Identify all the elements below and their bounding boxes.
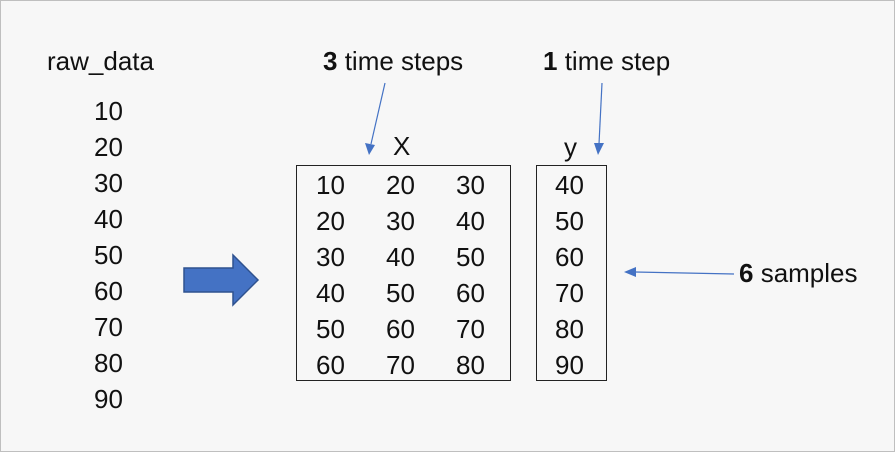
x-matrix-row: 50 60 70 bbox=[297, 311, 510, 347]
y-vector-cell: 60 bbox=[555, 242, 584, 272]
y-vector-row: 60 bbox=[537, 239, 606, 275]
samples-count: 6 bbox=[739, 258, 754, 288]
x-matrix-cell: 60 bbox=[316, 350, 345, 380]
x-matrix-cell: 40 bbox=[456, 206, 485, 236]
x-matrix-cell: 30 bbox=[456, 170, 485, 200]
samples-pointer-arrowhead-icon bbox=[624, 267, 636, 277]
samples-pointer-line bbox=[634, 271, 735, 275]
block-right-arrow-icon bbox=[183, 253, 260, 307]
x-matrix-cell: 30 bbox=[386, 206, 415, 236]
x-matrix-cell: 20 bbox=[316, 206, 345, 236]
y-pointer-line bbox=[598, 82, 603, 145]
y-vector: 40 50 60 70 80 90 bbox=[536, 165, 607, 381]
y-vector-row: 70 bbox=[537, 275, 606, 311]
x-matrix-cell: 20 bbox=[386, 170, 415, 200]
x-matrix-cell: 60 bbox=[456, 278, 485, 308]
y-vector-cell: 70 bbox=[555, 278, 584, 308]
samples-label: 6 samples bbox=[739, 255, 858, 291]
output-time-step-label: 1 time step bbox=[543, 43, 670, 79]
x-matrix-cell: 10 bbox=[316, 170, 345, 200]
x-matrix-row: 10 20 30 bbox=[297, 167, 510, 203]
y-vector-title: y bbox=[564, 132, 577, 162]
y-vector-cell: 40 bbox=[555, 170, 584, 200]
raw-data-value: 40 bbox=[94, 204, 123, 234]
x-matrix-cell: 70 bbox=[456, 314, 485, 344]
y-vector-row: 80 bbox=[537, 311, 606, 347]
raw-data-list: 10 20 30 40 50 60 70 80 90 bbox=[94, 93, 123, 417]
y-vector-cell: 90 bbox=[555, 350, 584, 380]
x-matrix-title: X bbox=[393, 131, 411, 161]
x-matrix: 10 20 30 20 30 40 30 40 50 40 50 60 50 60 70 60 70 80 bbox=[296, 165, 511, 381]
y-vector-row: 90 bbox=[537, 347, 606, 383]
raw-data-value: 20 bbox=[94, 132, 123, 162]
x-matrix-cell: 80 bbox=[456, 350, 485, 380]
raw-data-value: 60 bbox=[94, 276, 123, 306]
x-matrix-cell: 60 bbox=[386, 314, 415, 344]
x-matrix-cell: 50 bbox=[386, 278, 415, 308]
x-matrix-cell: 70 bbox=[386, 350, 415, 380]
x-matrix-row: 60 70 80 bbox=[297, 347, 510, 383]
y-vector-row: 40 bbox=[537, 167, 606, 203]
raw-data-title: raw_data bbox=[47, 46, 154, 76]
output-time-step-count: 1 bbox=[543, 46, 558, 76]
samples-text: samples bbox=[753, 258, 858, 288]
x-matrix-row: 40 50 60 bbox=[297, 275, 510, 311]
raw-data-value: 80 bbox=[94, 348, 123, 378]
x-matrix-cell: 30 bbox=[316, 242, 345, 272]
x-matrix-row: 20 30 40 bbox=[297, 203, 510, 239]
input-time-steps-text: time steps bbox=[337, 46, 464, 76]
raw-data-value: 70 bbox=[94, 312, 123, 342]
x-matrix-cell: 40 bbox=[386, 242, 415, 272]
raw-data-value: 10 bbox=[94, 96, 123, 126]
raw-data-value: 50 bbox=[94, 240, 123, 270]
y-pointer-arrowhead-icon bbox=[594, 143, 604, 155]
x-matrix-cell: 50 bbox=[456, 242, 485, 272]
y-vector-cell: 80 bbox=[555, 314, 584, 344]
x-matrix-cell: 40 bbox=[316, 278, 345, 308]
y-vector-cell: 50 bbox=[555, 206, 584, 236]
x-pointer-arrowhead-icon bbox=[365, 143, 375, 155]
raw-data-value: 30 bbox=[94, 168, 123, 198]
raw-data-value: 90 bbox=[94, 384, 123, 414]
y-vector-row: 50 bbox=[537, 203, 606, 239]
output-time-step-text: time step bbox=[557, 46, 671, 76]
x-pointer-line bbox=[370, 82, 386, 145]
input-time-steps-count: 3 bbox=[323, 46, 338, 76]
input-time-steps-label: 3 time steps bbox=[323, 43, 463, 79]
x-matrix-cell: 50 bbox=[316, 314, 345, 344]
x-matrix-row: 30 40 50 bbox=[297, 239, 510, 275]
